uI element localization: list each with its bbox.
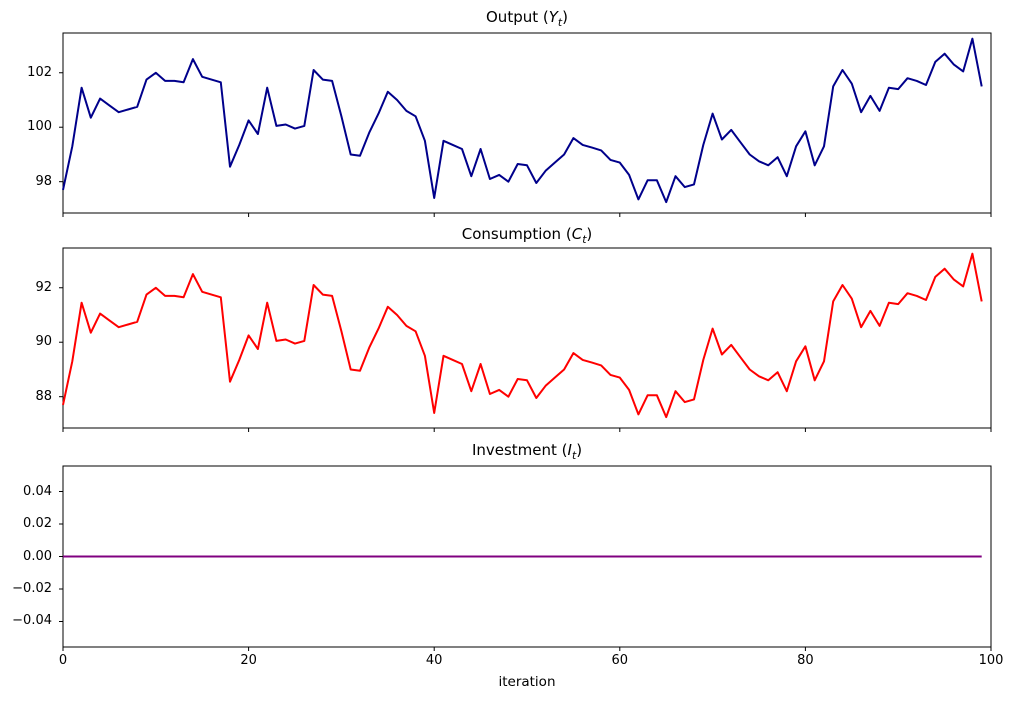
title-open-paren: ( xyxy=(556,441,568,459)
title-text: Consumption xyxy=(461,225,562,243)
investment-ytick-label: 0.02 xyxy=(23,516,52,531)
title-close-paren: ) xyxy=(576,441,583,459)
title-close-paren: ) xyxy=(562,8,568,26)
consumption-ytick-label: 90 xyxy=(35,334,52,350)
title-math-var: Ct xyxy=(571,225,587,246)
consumption-ytick-label: 92 xyxy=(35,279,52,295)
investment-ytick-label: −0.04 xyxy=(12,613,52,629)
title-open-paren: ( xyxy=(538,8,549,26)
xtick-label: 100 xyxy=(978,653,1004,668)
xtick-label: 60 xyxy=(611,653,629,668)
chart-title-investment: Investment (It) xyxy=(63,441,991,465)
title-text: Output xyxy=(486,8,539,26)
investment-ytick-label: 0.00 xyxy=(23,548,52,564)
title-close-paren: ) xyxy=(586,225,593,243)
title-math-var: Yt xyxy=(548,8,563,29)
output-subplot xyxy=(59,32,992,217)
xtick-label: 20 xyxy=(240,653,257,668)
output-axes-border xyxy=(62,32,992,214)
xtick-label: 40 xyxy=(425,653,443,668)
chart-title-output: Output (Yt) xyxy=(63,8,991,32)
title-open-paren: ( xyxy=(561,225,572,243)
xtick-label: 0 xyxy=(58,653,68,668)
output-ytick-label: 102 xyxy=(27,64,52,80)
chart-title-consumption: Consumption (Ct) xyxy=(63,225,991,249)
consumption-line xyxy=(62,252,983,419)
investment-subplot xyxy=(59,465,992,651)
consumption-axes-border xyxy=(62,247,992,429)
consumption-ytick-label: 88 xyxy=(35,388,52,404)
investment-ytick-label: −0.02 xyxy=(12,580,52,596)
title-text: Investment xyxy=(471,441,557,459)
consumption-subplot xyxy=(59,247,992,432)
output-ytick-label: 100 xyxy=(27,119,52,135)
output-ytick-label: 98 xyxy=(35,173,52,189)
title-math-var: It xyxy=(567,441,577,462)
investment-ytick-label: 0.04 xyxy=(23,483,52,499)
output-line xyxy=(62,37,983,204)
x-axis-label: iteration xyxy=(498,674,556,690)
xtick-label: 80 xyxy=(797,653,814,668)
